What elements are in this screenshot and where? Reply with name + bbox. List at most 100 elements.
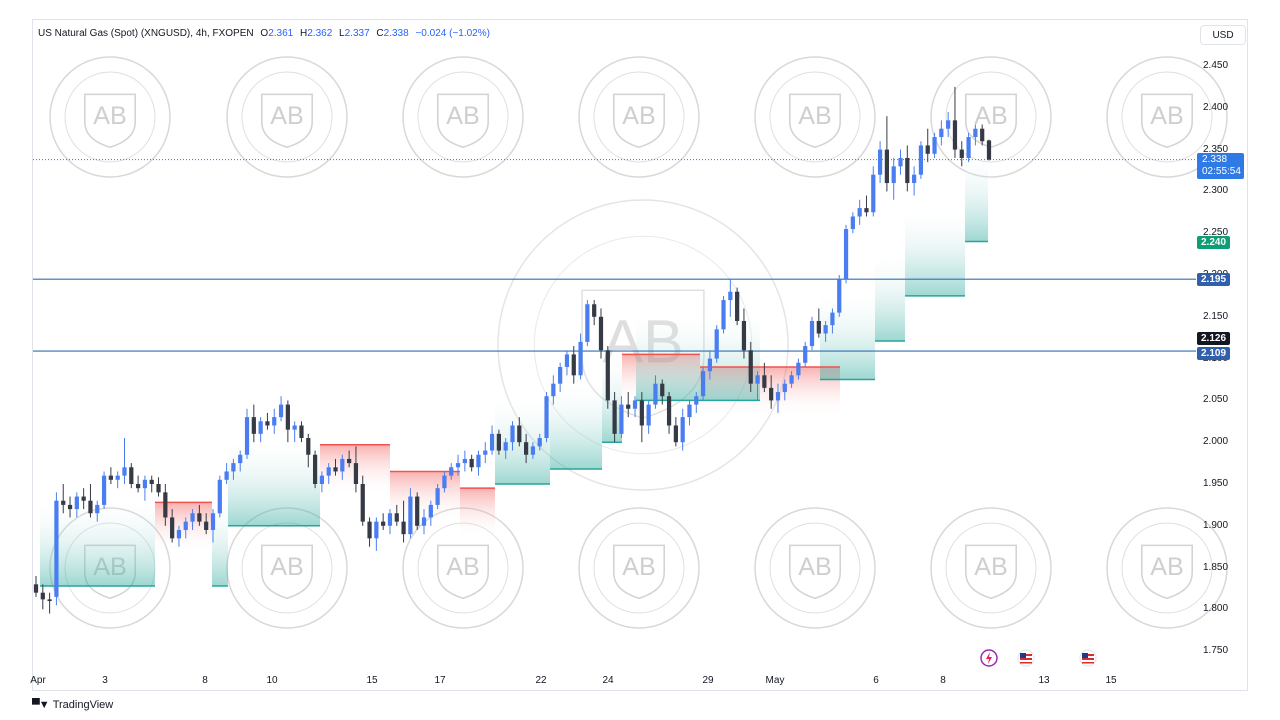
price-tick: 1.850 bbox=[1203, 561, 1229, 573]
candle bbox=[728, 279, 733, 317]
candle bbox=[238, 450, 243, 472]
candle bbox=[272, 408, 277, 434]
candle bbox=[741, 308, 747, 359]
candles bbox=[33, 86, 992, 614]
candle bbox=[170, 509, 175, 543]
candle bbox=[782, 379, 787, 401]
candle bbox=[646, 400, 651, 434]
candle bbox=[54, 492, 59, 606]
candle bbox=[197, 504, 202, 526]
svg-text:AB: AB bbox=[1150, 553, 1184, 581]
candle bbox=[877, 141, 883, 184]
stop-level-badge: 2.240 bbox=[1197, 236, 1231, 249]
candle bbox=[108, 467, 113, 484]
time-tick: 29 bbox=[702, 675, 714, 686]
bar-countdown: 02:55:54 bbox=[1202, 166, 1241, 177]
candle bbox=[694, 392, 699, 413]
time-tick: May bbox=[765, 675, 785, 686]
candle bbox=[285, 400, 290, 443]
candle bbox=[387, 509, 393, 535]
academy-watermark-icon: AB bbox=[1106, 56, 1228, 178]
candle bbox=[755, 371, 760, 401]
candle bbox=[231, 458, 236, 480]
candle bbox=[176, 525, 182, 547]
candle bbox=[578, 333, 583, 380]
candle bbox=[823, 320, 828, 342]
candle bbox=[973, 124, 978, 146]
crosshair-price-badge: 2.126 bbox=[1197, 332, 1231, 345]
time-tick: 8 bbox=[940, 675, 946, 686]
candle bbox=[653, 375, 658, 409]
candle bbox=[258, 417, 263, 443]
us-flag-icon[interactable] bbox=[1079, 649, 1097, 667]
academy-watermark-icon: AB bbox=[1106, 507, 1228, 629]
chart-pane[interactable] bbox=[32, 19, 1248, 691]
academy-watermark-icon: AB bbox=[754, 507, 876, 629]
currency-button[interactable]: USD bbox=[1200, 25, 1246, 45]
candle bbox=[898, 149, 903, 175]
candle bbox=[558, 362, 563, 393]
stop-fill-up bbox=[212, 495, 228, 586]
candle bbox=[939, 120, 944, 146]
tradingview-brand: TradingView bbox=[52, 699, 114, 711]
time-tick: 17 bbox=[434, 675, 446, 686]
open-value: 2.361 bbox=[268, 28, 294, 39]
candle bbox=[95, 500, 100, 522]
candle bbox=[864, 195, 869, 217]
candle bbox=[449, 463, 454, 480]
candle bbox=[61, 484, 66, 514]
stop-fill-up bbox=[602, 352, 622, 443]
symbol-title[interactable]: US Natural Gas (Spot) (XNGUSD), 4h, FXOP… bbox=[38, 28, 254, 39]
candle bbox=[163, 484, 168, 526]
candle bbox=[122, 438, 127, 484]
us-flag-icon[interactable] bbox=[1017, 649, 1035, 667]
svg-text:AB: AB bbox=[974, 102, 1008, 130]
tradingview-logo-icon: ▀▼ bbox=[32, 699, 50, 711]
time-tick: 10 bbox=[266, 675, 278, 686]
lightning-icon[interactable] bbox=[980, 649, 998, 667]
candle bbox=[966, 132, 971, 163]
candle bbox=[959, 141, 964, 167]
svg-text:AB: AB bbox=[974, 553, 1008, 581]
svg-text:AB: AB bbox=[93, 102, 127, 130]
candle bbox=[115, 471, 120, 489]
candle bbox=[299, 421, 304, 443]
stop-fill-down bbox=[460, 488, 495, 539]
svg-text:AB: AB bbox=[446, 553, 480, 581]
candle bbox=[401, 500, 406, 543]
academy-watermark-icon: AB bbox=[49, 56, 171, 178]
price-tick: 2.050 bbox=[1203, 394, 1229, 406]
candle bbox=[312, 450, 318, 489]
price-tick: 1.950 bbox=[1203, 478, 1229, 489]
candle bbox=[735, 287, 740, 326]
time-tick: 3 bbox=[102, 675, 108, 686]
time-tick: 8 bbox=[202, 675, 208, 686]
candle bbox=[721, 295, 726, 334]
svg-text:AB: AB bbox=[798, 102, 832, 130]
candle bbox=[503, 438, 508, 459]
candle bbox=[707, 350, 713, 380]
price-tick: 2.350 bbox=[1203, 143, 1229, 155]
candle bbox=[585, 300, 590, 347]
price-tick: 1.750 bbox=[1203, 645, 1229, 657]
tradingview-footer[interactable]: ▀▼ TradingView bbox=[32, 699, 113, 711]
candle bbox=[415, 492, 420, 530]
candle bbox=[278, 396, 284, 422]
horizontal-lines[interactable] bbox=[33, 159, 1196, 352]
candle bbox=[381, 513, 386, 530]
candle bbox=[469, 454, 474, 472]
candle bbox=[367, 517, 372, 547]
academy-watermark-icon: AB bbox=[930, 507, 1052, 629]
candle bbox=[748, 341, 753, 393]
svg-text:AB: AB bbox=[270, 553, 304, 581]
close-label: C bbox=[376, 28, 384, 39]
candle bbox=[340, 454, 345, 480]
candle bbox=[135, 475, 141, 493]
candle bbox=[435, 484, 440, 510]
candle bbox=[408, 488, 413, 539]
candle bbox=[809, 316, 815, 351]
candle bbox=[421, 509, 427, 535]
price-tick: 2.400 bbox=[1203, 101, 1229, 113]
time-tick: Apr bbox=[30, 675, 46, 686]
